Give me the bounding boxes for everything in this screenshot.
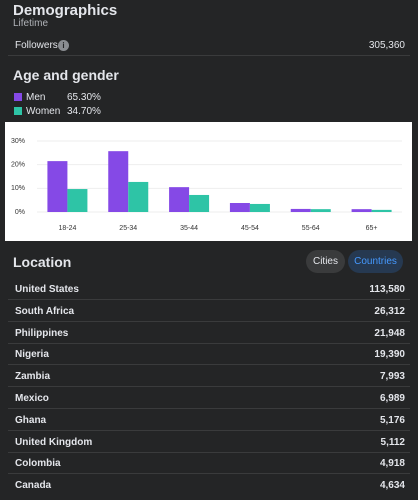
- section-title: Age and gender: [13, 67, 119, 83]
- separator: [8, 386, 410, 388]
- y-tick-label: 0%: [15, 209, 25, 216]
- bar: [67, 189, 88, 212]
- info-icon[interactable]: i: [58, 40, 69, 51]
- location-name: United Kingdom: [15, 436, 93, 448]
- bar: [128, 181, 149, 212]
- location-count: 26,312: [374, 305, 405, 317]
- location-count: 5,176: [379, 414, 405, 426]
- separator: [8, 364, 410, 366]
- location-count: 21,948: [374, 327, 405, 339]
- x-tick-label: 45-54: [241, 225, 259, 232]
- x-tick-label: 25-34: [119, 225, 137, 232]
- subtitle: Lifetime: [13, 18, 49, 29]
- location-count: 4,634: [379, 480, 405, 492]
- location-name: United States: [15, 284, 79, 295]
- legend-label: Men: [26, 92, 46, 103]
- bar: [290, 208, 311, 212]
- title: Demographics: [13, 2, 118, 19]
- legend-label: Women: [26, 106, 61, 117]
- bar: [169, 187, 190, 212]
- bar: [229, 203, 250, 212]
- location-name: Canada: [15, 480, 52, 492]
- legend-share: 65.30%: [67, 92, 101, 103]
- tab-button[interactable]: Cities: [306, 250, 345, 273]
- followers-label: Followers: [15, 40, 58, 51]
- y-tick-label: 30%: [11, 138, 25, 145]
- bar: [310, 209, 331, 212]
- bar: [351, 209, 372, 212]
- bar: [249, 203, 270, 212]
- x-tick-label: 65+: [366, 225, 378, 232]
- x-tick-label: 55-64: [302, 225, 320, 232]
- x-tick-label: 35-44: [180, 225, 198, 232]
- location-name: Colombia: [15, 458, 61, 470]
- separator: [8, 299, 410, 300]
- followers-value: 305,360: [368, 40, 405, 51]
- bar: [108, 151, 129, 212]
- y-tick-label: 10%: [11, 185, 25, 192]
- bar: [47, 161, 68, 212]
- separator: [8, 473, 410, 475]
- location-count: 4,918: [379, 458, 405, 470]
- location-count: 113,580: [369, 284, 405, 295]
- bar: [189, 194, 210, 212]
- x-tick-label: 18-24: [58, 225, 76, 232]
- y-tick-label: 20%: [11, 162, 25, 169]
- location-name: South Africa: [15, 305, 75, 317]
- location-name: Ghana: [15, 414, 47, 426]
- separator: [8, 408, 410, 409]
- location-count: 19,390: [374, 349, 405, 361]
- separator: [8, 451, 410, 453]
- location-name: Mexico: [15, 393, 49, 404]
- legend-swatch: [14, 93, 22, 101]
- bar: [371, 209, 392, 212]
- legend-swatch: [14, 107, 22, 115]
- location-name: Zambia: [15, 371, 51, 383]
- location-count: 6,989: [379, 393, 405, 404]
- section-title: Location: [13, 254, 72, 270]
- separator: [8, 342, 410, 344]
- location-count: 7,993: [379, 371, 405, 383]
- separator: [8, 429, 410, 431]
- chart: 0% 10% 20% 30% 18-24 25-34 35-44 45-54 55-64 65+: [5, 122, 412, 241]
- tab-button[interactable]: Countries: [348, 250, 403, 273]
- location-name: Philippines: [15, 327, 69, 339]
- location-name: Nigeria: [15, 349, 49, 361]
- separator: [8, 55, 410, 56]
- legend-share: 34.70%: [67, 106, 101, 117]
- location-count: 5,112: [380, 436, 405, 448]
- separator: [8, 320, 410, 322]
